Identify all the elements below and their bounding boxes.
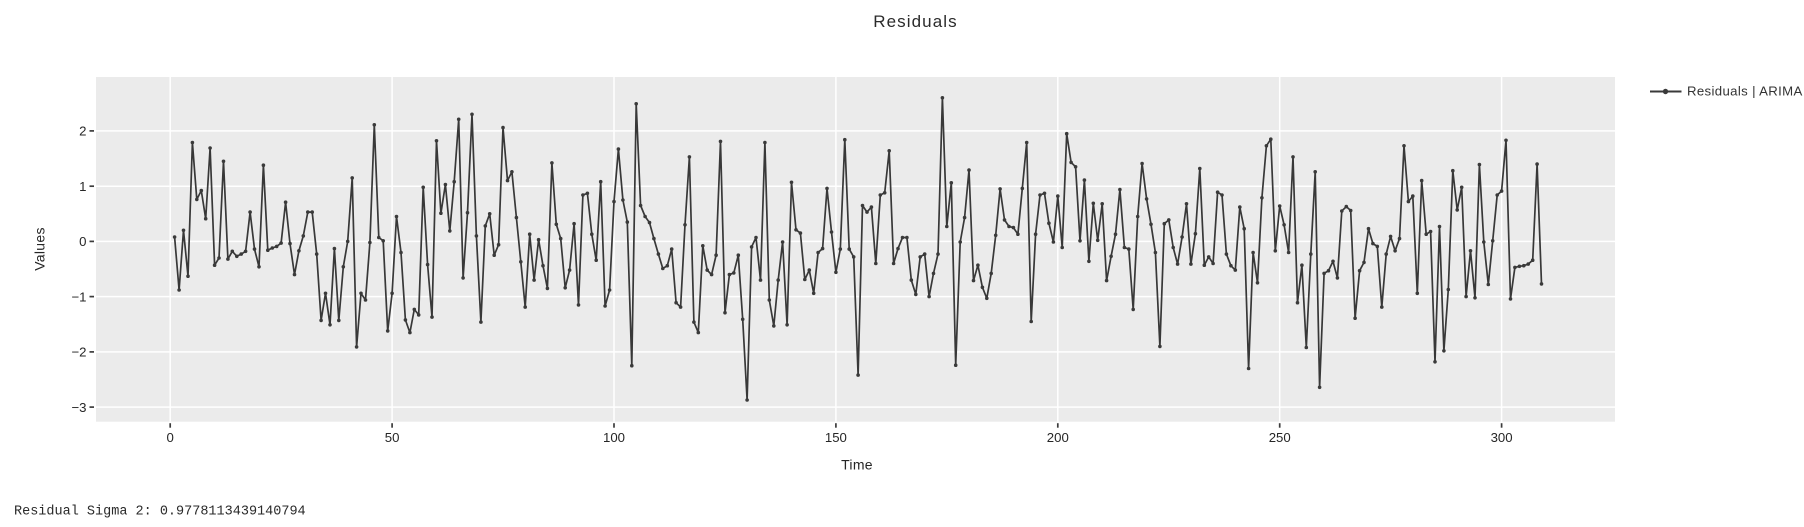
svg-text:Residuals: Residuals (873, 12, 958, 31)
svg-text:2: 2 (79, 124, 86, 139)
svg-text:Time: Time (841, 457, 873, 473)
svg-text:250: 250 (1269, 430, 1291, 445)
svg-text:1: 1 (79, 179, 86, 194)
svg-text:0: 0 (79, 234, 86, 249)
svg-text:100: 100 (603, 430, 625, 445)
svg-text:50: 50 (385, 430, 400, 445)
svg-text:−3: −3 (71, 400, 86, 415)
svg-text:150: 150 (825, 430, 847, 445)
svg-text:0: 0 (167, 430, 174, 445)
svg-text:Residuals | ARIMA: Residuals | ARIMA (1687, 84, 1803, 99)
svg-text:Values: Values (32, 227, 48, 271)
svg-text:200: 200 (1047, 430, 1069, 445)
svg-text:Residual Sigma 2: 0.9778113439: Residual Sigma 2: 0.9778113439140794 (14, 505, 306, 520)
svg-text:−1: −1 (71, 289, 86, 304)
svg-text:300: 300 (1491, 430, 1513, 445)
svg-text:−2: −2 (71, 345, 86, 360)
